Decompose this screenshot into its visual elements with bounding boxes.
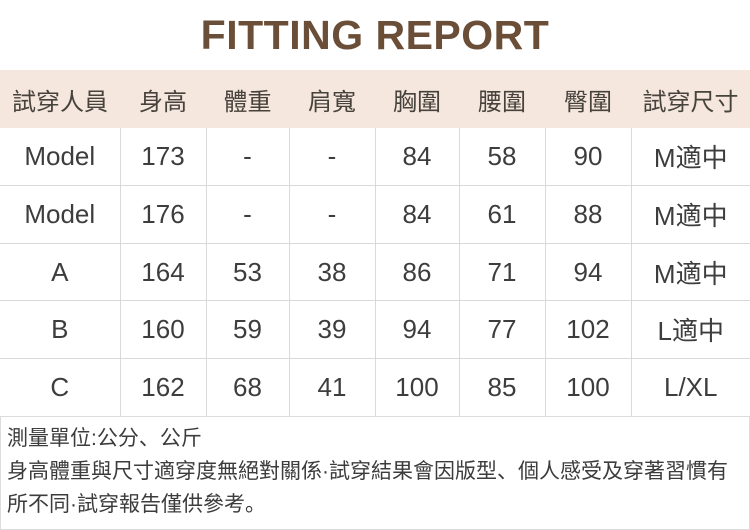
cell-waist: 85 [458, 358, 545, 416]
measurement-unit-note: 測量單位:公分、公斤 [7, 427, 202, 450]
cell-waist: 58 [458, 128, 545, 187]
table-row: B 160 59 39 94 77 102 L適中 [0, 300, 750, 359]
cell-weight: 68 [205, 358, 289, 416]
header-row: 試穿人員 身高 體重 肩寬 胸圍 腰圍 臀圍 試穿尺寸 [0, 70, 750, 129]
cell-shoulder: 39 [288, 300, 375, 359]
col-header-shoulder: 肩寬 [289, 70, 375, 129]
cell-weight: - [205, 185, 289, 244]
cell-tester: Model [0, 128, 120, 187]
cell-tester: Model [0, 185, 120, 244]
cell-chest: 100 [374, 358, 459, 416]
cell-size: L適中 [630, 300, 750, 359]
cell-height: 164 [119, 243, 206, 302]
col-header-waist: 腰圍 [459, 70, 545, 129]
col-header-weight: 體重 [206, 70, 289, 129]
fitting-table: 試穿人員 身高 體重 肩寬 胸圍 腰圍 臀圍 試穿尺寸 Model 173 - … [0, 70, 750, 416]
cell-size: M適中 [630, 128, 750, 187]
cell-chest: 84 [374, 185, 459, 244]
cell-tester: B [0, 300, 120, 359]
cell-shoulder: - [288, 128, 375, 187]
cell-waist: 71 [458, 243, 545, 302]
cell-shoulder: 41 [288, 358, 375, 416]
cell-shoulder: 38 [288, 243, 375, 302]
cell-hip: 100 [544, 358, 631, 416]
page-title: FITTING REPORT [200, 11, 550, 58]
cell-weight: - [205, 128, 289, 187]
cell-height: 176 [119, 185, 206, 244]
col-header-size: 試穿尺寸 [631, 70, 750, 129]
col-header-hip: 臀圍 [545, 70, 631, 129]
table-body: Model 173 - - 84 58 90 M適中 Model 176 - -… [0, 128, 750, 416]
cell-height: 173 [119, 128, 206, 187]
cell-size: L/XL [630, 358, 750, 416]
cell-size: M適中 [630, 185, 750, 244]
cell-size: M適中 [630, 243, 750, 302]
cell-waist: 77 [458, 300, 545, 359]
cell-hip: 102 [544, 300, 631, 359]
cell-shoulder: - [288, 185, 375, 244]
col-header-height: 身高 [120, 70, 206, 129]
fitting-disclaimer: 身高體重與尺寸適穿度無絕對關係·試穿結果會因版型、個人感受及穿著習慣有所不同·試… [7, 460, 728, 516]
cell-hip: 94 [544, 243, 631, 302]
cell-chest: 86 [374, 243, 459, 302]
cell-hip: 90 [544, 128, 631, 187]
table-header: 試穿人員 身高 體重 肩寬 胸圍 腰圍 臀圍 試穿尺寸 [0, 70, 750, 129]
footer-notes: 測量單位:公分、公斤 身高體重與尺寸適穿度無絕對關係·試穿結果會因版型、個人感受… [0, 416, 750, 530]
cell-weight: 59 [205, 300, 289, 359]
cell-tester: A [0, 243, 120, 302]
col-header-tester: 試穿人員 [0, 70, 120, 129]
table-row: A 164 53 38 86 71 94 M適中 [0, 243, 750, 302]
cell-waist: 61 [458, 185, 545, 244]
table-row: Model 173 - - 84 58 90 M適中 [0, 128, 750, 187]
table-row: C 162 68 41 100 85 100 L/XL [0, 358, 750, 416]
cell-chest: 94 [374, 300, 459, 359]
cell-height: 162 [119, 358, 206, 416]
cell-chest: 84 [374, 128, 459, 187]
cell-weight: 53 [205, 243, 289, 302]
cell-tester: C [0, 358, 120, 416]
table-row: Model 176 - - 84 61 88 M適中 [0, 185, 750, 244]
cell-hip: 88 [544, 185, 631, 244]
cell-height: 160 [119, 300, 206, 359]
col-header-chest: 胸圍 [375, 70, 459, 129]
